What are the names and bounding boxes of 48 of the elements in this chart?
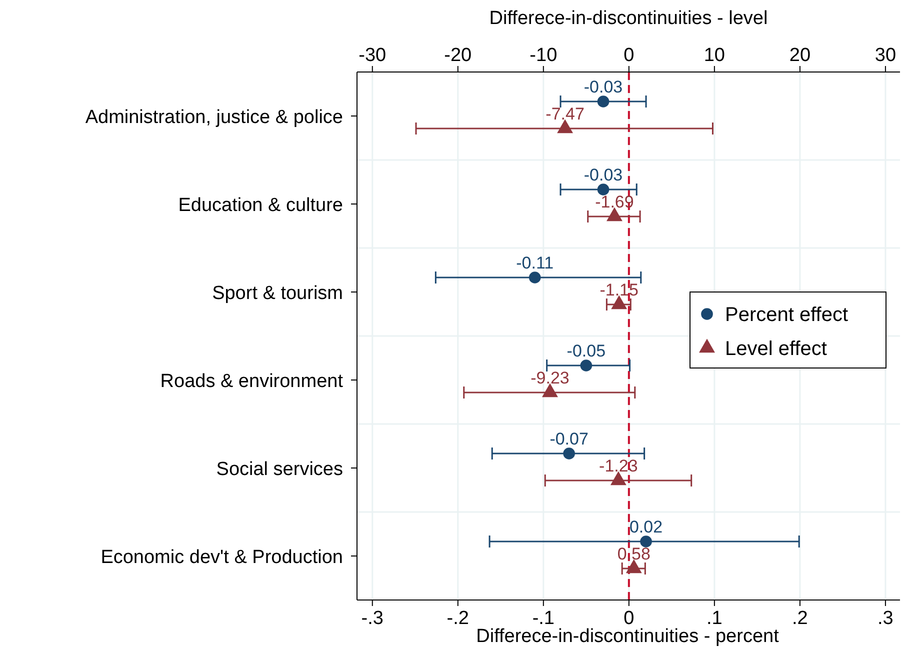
x-tick-label: 0: [624, 608, 634, 629]
x-tick-label: .2: [792, 608, 808, 629]
x2-tick-label: 30: [874, 45, 896, 66]
data-label: -1.15: [600, 280, 638, 300]
data-label: -0.11: [516, 254, 554, 272]
data-label: -0.07: [550, 430, 588, 448]
point: [606, 207, 622, 222]
x-tick-label: -.2: [446, 608, 469, 629]
legend-label: Percent effect: [725, 304, 848, 326]
data-label: -7.47: [546, 104, 584, 124]
point: [542, 383, 558, 398]
y-tick-label: Roads & environment: [160, 371, 344, 392]
y-tick-label: Sport & tourism: [212, 283, 343, 304]
x-tick-label: -.3: [361, 608, 384, 629]
point: [557, 119, 574, 134]
y-tick-label: Economic dev't & Production: [100, 547, 343, 568]
data-label: -0.03: [584, 166, 623, 184]
x-tick-label: -.1: [532, 608, 555, 629]
data-label: -9.23: [530, 368, 570, 388]
x-tick-label: .3: [878, 608, 894, 629]
data-label: -1.23: [599, 456, 638, 476]
x2-tick-label: 10: [704, 45, 726, 66]
point: [611, 295, 628, 310]
x2-tick-label: -30: [358, 45, 386, 66]
x2-tick-label: -10: [530, 45, 558, 66]
point: [597, 96, 610, 108]
point: [597, 184, 610, 196]
point: [610, 471, 626, 486]
point: [528, 272, 541, 284]
data-label: -0.03: [584, 78, 623, 96]
x-tick-label: .1: [706, 608, 722, 629]
y-tick-label: Social services: [216, 459, 343, 480]
x2-tick-label: 20: [789, 45, 811, 66]
data-label: 0.58: [617, 544, 650, 564]
data-label: -1.69: [595, 192, 634, 212]
legend-label: Level effect: [725, 338, 828, 360]
x2-axis-title: Differece-in-discontinuities - level: [489, 8, 768, 29]
x2-tick-label: -20: [444, 45, 472, 66]
point: [640, 536, 652, 548]
data-label: -0.05: [566, 342, 606, 360]
point: [563, 448, 575, 460]
y-tick-label: Administration, justice & police: [85, 107, 343, 128]
point: [580, 360, 592, 372]
data-label: 0.02: [629, 518, 663, 536]
point: [626, 559, 642, 574]
x-axis-title: Differece-in-discontinuities - percent: [476, 626, 780, 647]
x2-tick-label: 0: [624, 45, 634, 66]
y-tick-label: Education & culture: [178, 195, 343, 216]
